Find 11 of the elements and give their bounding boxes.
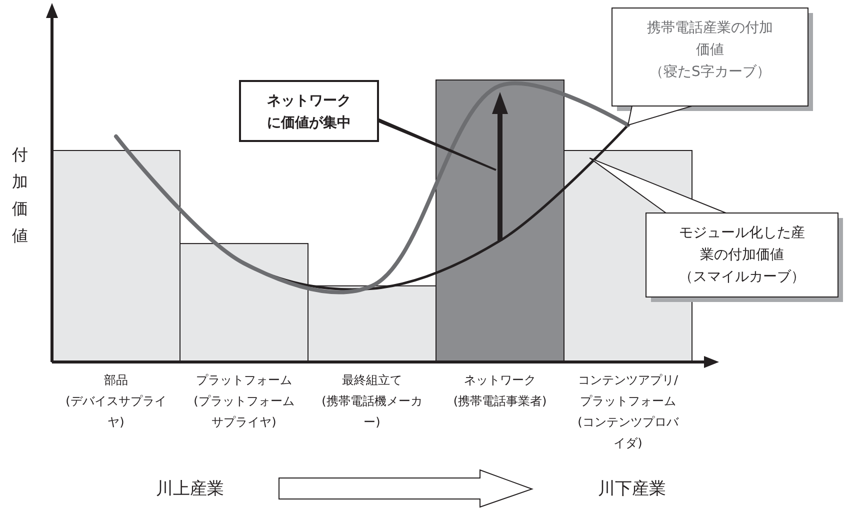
text: 川下産業	[598, 479, 666, 499]
text: 川上産業	[156, 479, 224, 499]
y-axis-title: 付加価値	[11, 145, 28, 245]
x-tick-label: コンテンツアプリ/プラットフォーム(コンテンツプロバイダ)	[578, 373, 680, 450]
x-tick-label: ネットワーク(携帯電話事業者)	[453, 373, 547, 408]
x-tick-label: 部品(デバイスサプライヤ)	[66, 373, 166, 429]
x-tick-label: プラットフォーム(プラットフォームサプライヤ)	[194, 373, 294, 429]
text: モジュール化した産業の付加価値（スマイルカーブ）	[679, 225, 805, 285]
x-tick-label: 最終組立て(携帯電話機メーカー)	[322, 373, 422, 429]
annotation: ネットワークに価値が集中	[267, 93, 351, 131]
text: 携帯電話産業の付加価値（寝たS字カーブ）	[647, 20, 773, 80]
